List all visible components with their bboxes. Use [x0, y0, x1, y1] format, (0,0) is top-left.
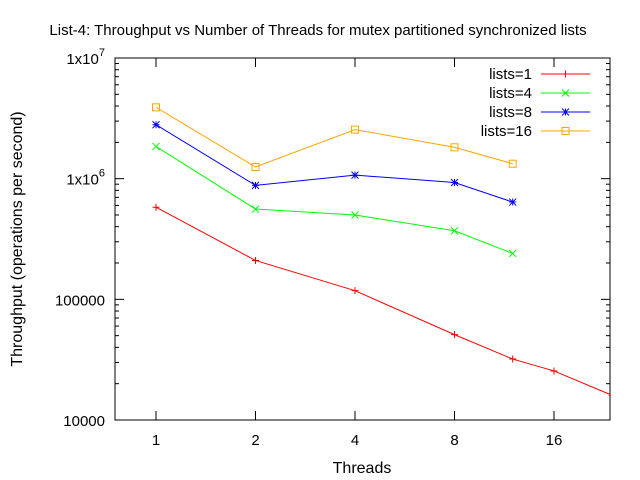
- data-point: [450, 143, 459, 152]
- y-axis: 10000 100000 1x106 1x107: [55, 47, 610, 430]
- plot-area-border: [114, 57, 611, 421]
- data-point: [152, 103, 160, 112]
- x-tick-label: 8: [450, 432, 458, 449]
- data-point: [351, 125, 359, 134]
- series-line: [155, 124, 513, 203]
- data-point: [251, 162, 260, 171]
- x-axis-title: Threads: [333, 460, 392, 477]
- series-line: [155, 106, 513, 168]
- data-point: [252, 256, 259, 264]
- data-point: [152, 120, 160, 129]
- series-lists-8: [152, 120, 517, 206]
- series-lists-1: [152, 203, 610, 396]
- y-tick-label: 10000: [63, 413, 105, 430]
- data-point: [608, 394, 610, 396]
- legend-label: lists=1: [489, 66, 532, 83]
- x-tick-label: 16: [546, 432, 563, 449]
- x-tick-label: 2: [251, 432, 259, 449]
- legend-label: lists=16: [481, 123, 532, 140]
- chart-title: List-4: Throughput vs Number of Threads …: [49, 22, 586, 39]
- series-line: [155, 206, 610, 395]
- data-point: [451, 331, 458, 339]
- data-point: [351, 287, 359, 295]
- data-point: [508, 249, 517, 258]
- data-point: [508, 198, 517, 206]
- legend-marker: [561, 89, 570, 97]
- x-tick-label: 4: [351, 432, 359, 449]
- data-point: [351, 171, 359, 179]
- data-point: [509, 355, 517, 363]
- legend-label: lists=8: [489, 104, 532, 121]
- legend: lists=1 lists=4 lists=8 lists=16: [481, 66, 590, 140]
- y-tick-label: 100000: [55, 292, 105, 309]
- legend-marker: [561, 108, 570, 116]
- series-lists-4: [152, 142, 517, 258]
- legend-marker: [562, 70, 569, 78]
- series-line: [155, 146, 513, 254]
- series-layer: [152, 103, 610, 396]
- y-axis-title: Throughput (operations per second): [9, 111, 26, 366]
- y-tick-label: 1x107: [66, 47, 105, 68]
- data-point: [508, 159, 517, 168]
- x-tick-label: 1: [152, 432, 160, 449]
- data-point: [152, 142, 160, 151]
- data-point: [450, 226, 459, 235]
- data-point: [351, 211, 359, 219]
- series-lists-16: [152, 103, 517, 171]
- y-tick-label: 1x106: [66, 168, 105, 189]
- x-axis: 1 2 4 8 16: [152, 58, 563, 449]
- data-point: [152, 203, 160, 211]
- data-point: [251, 205, 260, 213]
- data-point: [251, 181, 260, 190]
- legend-marker: [561, 127, 570, 135]
- legend-label: lists=4: [489, 85, 532, 102]
- data-point: [550, 367, 558, 375]
- data-point: [450, 178, 459, 187]
